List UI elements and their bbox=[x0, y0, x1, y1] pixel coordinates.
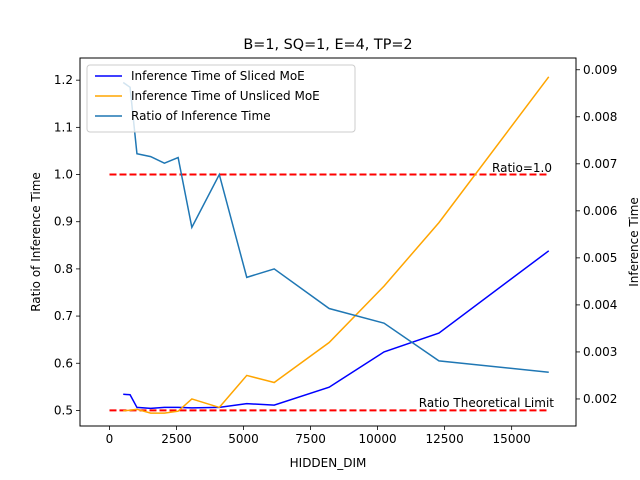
left-axis-label: Ratio of Inference Time bbox=[29, 172, 43, 312]
right-tick-label: 0.007 bbox=[583, 157, 617, 171]
right-tick-label: 0.009 bbox=[583, 63, 617, 77]
legend-label-2: Ratio of Inference Time bbox=[131, 109, 271, 123]
series-line-2 bbox=[122, 81, 549, 373]
reference-lines bbox=[109, 173, 549, 412]
x-tick-label: 2500 bbox=[161, 432, 192, 446]
x-tick-label: 0 bbox=[106, 432, 114, 446]
right-axis-label: Inference Time bbox=[627, 197, 640, 287]
right-axis-ticks: 0.002 0.003 0.004 0.005 0.006 0.007 0.008 0.009 bbox=[576, 63, 617, 406]
right-tick-label: 0.003 bbox=[583, 345, 617, 359]
right-tick-label: 0.008 bbox=[583, 110, 617, 124]
x-tick-label: 12500 bbox=[426, 432, 464, 446]
right-tick-label: 0.004 bbox=[583, 298, 617, 312]
x-tick-label: 5000 bbox=[228, 432, 259, 446]
x-axis-label: HIDDEN_DIM bbox=[290, 456, 367, 470]
legend: Inference Time of Sliced MoE Inference Ti… bbox=[86, 64, 356, 133]
series-line-1 bbox=[123, 76, 550, 414]
left-tick-label: 1.1 bbox=[54, 120, 73, 134]
left-tick-label: 0.6 bbox=[54, 356, 73, 370]
series-line-0 bbox=[123, 250, 550, 410]
left-tick-label: 1.2 bbox=[54, 73, 73, 87]
legend-label-1: Inference Time of Unsliced MoE bbox=[131, 89, 320, 103]
right-tick-label: 0.002 bbox=[583, 392, 617, 406]
left-tick-label: 1.0 bbox=[54, 168, 73, 182]
x-tick-label: 7500 bbox=[295, 432, 326, 446]
plot-frame bbox=[79, 57, 577, 427]
left-tick-label: 0.9 bbox=[54, 215, 73, 229]
legend-label-0: Inference Time of Sliced MoE bbox=[131, 69, 305, 83]
x-tick-label: 10000 bbox=[359, 432, 397, 446]
right-tick-label: 0.005 bbox=[583, 251, 617, 265]
series-layer bbox=[122, 76, 550, 414]
x-axis-ticks: 0 2500 5000 7500 10000 12500 15000 bbox=[106, 426, 531, 446]
right-tick-label: 0.006 bbox=[583, 204, 617, 218]
left-tick-label: 0.5 bbox=[54, 403, 73, 417]
ref-label-theoretical-limit: Ratio Theoretical Limit bbox=[419, 396, 555, 410]
x-tick-label: 15000 bbox=[493, 432, 531, 446]
chart-title: B=1, SQ=1, E=4, TP=2 bbox=[243, 37, 412, 53]
legend-box bbox=[86, 64, 356, 133]
left-tick-label: 0.8 bbox=[54, 262, 73, 276]
left-tick-label: 0.7 bbox=[54, 309, 73, 323]
ref-label-ratio-1: Ratio=1.0 bbox=[492, 161, 552, 175]
left-axis-ticks: 0.5 0.6 0.7 0.8 0.9 1.0 1.1 1.2 bbox=[54, 73, 80, 417]
